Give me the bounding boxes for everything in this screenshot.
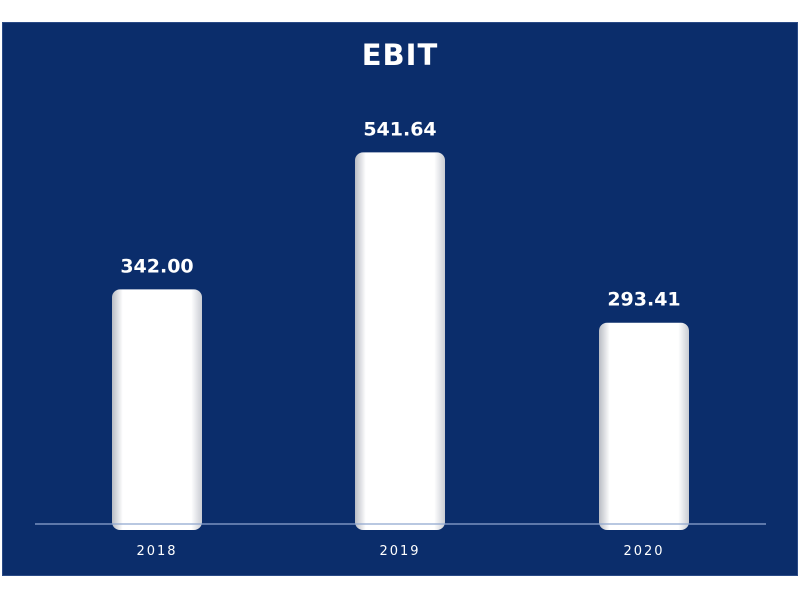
bar-2019	[355, 152, 445, 530]
x-tick-label-2018: 2018	[136, 544, 177, 559]
bar-2018	[112, 289, 202, 530]
data-label-2019: 541.64	[363, 118, 436, 140]
bar-2020	[599, 322, 689, 530]
x-tick-label-2020: 2020	[623, 544, 664, 559]
x-tick-label-2019: 2019	[379, 544, 420, 559]
data-label-2020: 293.41	[607, 289, 680, 311]
data-label-2018: 342.00	[120, 255, 193, 277]
chart-title: EBIT	[361, 38, 439, 72]
